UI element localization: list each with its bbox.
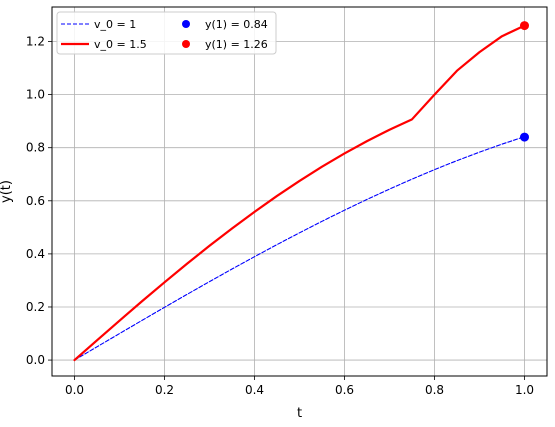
y-axis-title: y(t) bbox=[0, 180, 14, 203]
plot-frame bbox=[51, 6, 548, 377]
x-tick-label: 0.4 bbox=[245, 383, 264, 397]
x-axis-title: t bbox=[297, 406, 302, 421]
y-tick-label: 1.0 bbox=[26, 88, 45, 102]
grid-lines bbox=[52, 7, 547, 376]
series-line-1 bbox=[73, 24, 526, 362]
axis-ticks: 0.0 0.2 0.4 0.6 0.8 1.0 0.0 0.2 0.4 0.6 0.8 1.0 1.2 bbox=[26, 35, 534, 397]
legend: v_0 = 1 v_0 = 1.5 y(1) = 0.84 y(1) = 1.26 bbox=[56, 11, 277, 55]
legend-box bbox=[56, 11, 277, 55]
y-tick-label: 0.6 bbox=[26, 194, 45, 208]
legend-label-1: v_0 = 1.5 bbox=[94, 38, 147, 51]
y-tick-label: 0.0 bbox=[26, 353, 45, 367]
y-tick-label: 0.2 bbox=[26, 300, 45, 314]
legend-label-3: y(1) = 1.26 bbox=[205, 38, 268, 51]
legend-label-2: y(1) = 0.84 bbox=[205, 18, 268, 31]
series-point-3 bbox=[520, 21, 529, 31]
x-tick-label: 0.2 bbox=[155, 383, 174, 397]
y-tick-label: 0.8 bbox=[26, 141, 45, 155]
y-tick-label: 0.4 bbox=[26, 247, 45, 261]
plot-series bbox=[73, 21, 529, 362]
y-tick-label: 1.2 bbox=[26, 35, 45, 49]
legend-label-0: v_0 = 1 bbox=[94, 18, 136, 31]
series-line-0 bbox=[73, 136, 526, 361]
legend-swatch-3 bbox=[182, 40, 190, 48]
x-tick-label: 0.0 bbox=[65, 383, 84, 397]
x-tick-label: 0.8 bbox=[425, 383, 444, 397]
x-tick-label: 0.6 bbox=[335, 383, 354, 397]
series-point-2 bbox=[520, 132, 529, 142]
legend-swatch-2 bbox=[182, 20, 190, 28]
x-tick-label: 1.0 bbox=[515, 383, 534, 397]
